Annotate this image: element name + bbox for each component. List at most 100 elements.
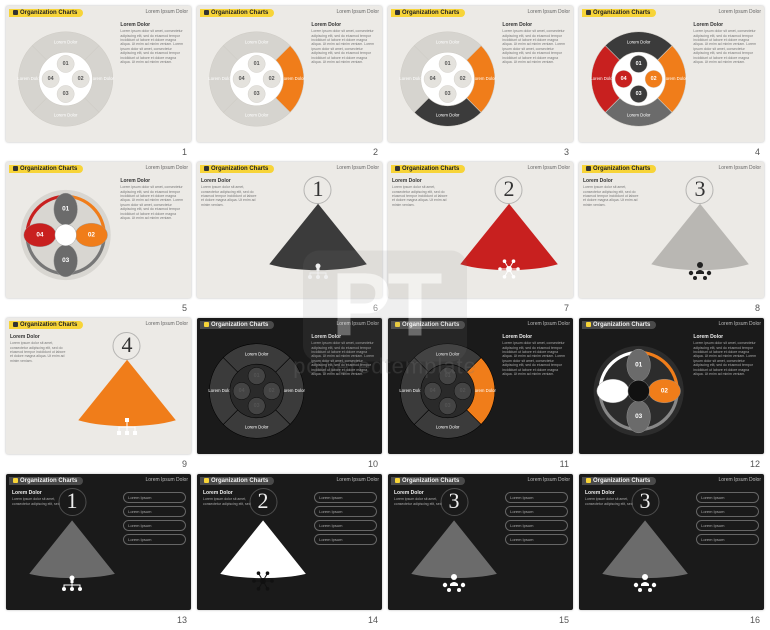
svg-text:03: 03 (62, 257, 70, 264)
text-column: Lorem DolorLorem ipsum dolor sit amet, c… (201, 178, 257, 294)
wedge-diagram: 3 (583, 488, 690, 604)
svg-text:02: 02 (651, 76, 657, 82)
svg-text:Lorem Dolor: Lorem Dolor (245, 352, 269, 357)
svg-text:Lorem Dolor: Lorem Dolor (627, 40, 651, 45)
pill-item: Lorem Ipsum (505, 520, 568, 531)
wedge-diagram: 1 (10, 488, 117, 604)
title-badge: Organization Charts (200, 477, 274, 485)
network-icon (250, 568, 276, 596)
svg-text:Lorem Dolor: Lorem Dolor (627, 113, 651, 118)
badge-text: Organization Charts (211, 322, 268, 328)
network-icon (496, 256, 522, 284)
pill-item: Lorem Ipsum (123, 492, 186, 503)
svg-text:01: 01 (445, 61, 451, 67)
text-column: Lorem DolorLorem ipsum dolor sit amet, c… (120, 22, 187, 138)
ring-diagram: Lorem DolorLorem DolorLorem DolorLorem D… (12, 20, 119, 138)
text-column: Lorem DolorLorem ipsum dolor sit amet, c… (583, 178, 639, 294)
title-badge: Organization Charts (9, 477, 83, 485)
svg-text:01: 01 (62, 206, 70, 213)
svg-text:Lorem Dolor: Lorem Dolor (436, 425, 460, 430)
badge-text: Organization Charts (402, 478, 459, 484)
svg-text:04: 04 (239, 76, 245, 82)
title-badge: Organization Charts (200, 9, 274, 17)
slide-number: 1 (182, 147, 187, 157)
badge-text: Organization Charts (593, 10, 650, 16)
svg-text:01: 01 (445, 373, 451, 379)
text-column: Lorem DolorLorem ipsum dolor sit amet, c… (120, 178, 187, 294)
badge-text: Organization Charts (593, 166, 650, 172)
title-badge: Organization Charts (9, 165, 83, 173)
svg-text:04: 04 (36, 232, 44, 239)
slide-thumbnail[interactable]: Organization ChartsLorem Ipsum DolorLore… (197, 474, 382, 610)
text-column: Lorem DolorLorem ipsum dolor sit amet, c… (311, 334, 378, 450)
pill-item: Lorem Ipsum (696, 520, 759, 531)
svg-text:02: 02 (661, 388, 669, 395)
svg-text:Lorem Dolor: Lorem Dolor (54, 40, 78, 45)
svg-text:Lorem Dolor: Lorem Dolor (54, 113, 78, 118)
text-column: Lorem DolorLorem ipsum dolor sit amet, c… (392, 178, 448, 294)
svg-text:01: 01 (254, 373, 260, 379)
pill-item: Lorem Ipsum (505, 506, 568, 517)
svg-text:Lorem Dolor: Lorem Dolor (245, 113, 269, 118)
title-badge: Organization Charts (9, 321, 83, 329)
svg-text:01: 01 (63, 61, 69, 67)
slide-number: 7 (564, 303, 569, 313)
slide-thumbnail[interactable]: Organization ChartsLorem Ipsum DolorLore… (388, 318, 573, 454)
svg-text:01: 01 (636, 61, 642, 67)
slide-number: 14 (368, 615, 378, 625)
slide-number: 9 (182, 459, 187, 469)
slide-thumbnail[interactable]: Organization Charts Lorem Ipsum Dolor Lore… (6, 474, 191, 610)
badge-text: Organization Charts (20, 322, 77, 328)
slide-thumbnail[interactable]: Organization Charts Lorem Ipsum Dolor Lore… (388, 6, 573, 142)
title-badge: Organization Charts (582, 321, 656, 329)
svg-text:Lorem Dolor: Lorem Dolor (281, 388, 305, 393)
svg-text:03: 03 (254, 403, 260, 409)
svg-text:02: 02 (269, 388, 275, 394)
svg-text:Lorem Dolor: Lorem Dolor (590, 76, 614, 81)
wedge-diagram: 3 (392, 488, 499, 604)
wedge-diagram: 2 (201, 488, 308, 604)
corner-title: Lorem Ipsum Dolor (527, 9, 570, 15)
text-column: Lorem DolorLorem ipsum dolor sit amet, c… (693, 22, 760, 138)
slide-thumbnail[interactable]: Organization ChartsLorem Ipsum Dolor 01 … (579, 318, 764, 454)
slide-thumbnail[interactable]: Organization Charts Lorem Ipsum Dolor 01 … (6, 162, 191, 298)
svg-text:Lorem Dolor: Lorem Dolor (472, 76, 496, 81)
team-icon (630, 572, 660, 596)
ring-diagram: Lorem DolorLorem DolorLorem DolorLorem D… (203, 20, 310, 138)
corner-title: Lorem Ipsum Dolor (145, 477, 188, 483)
badge-text: Organization Charts (402, 322, 459, 328)
badge-text: Organization Charts (402, 166, 459, 172)
svg-text:03: 03 (445, 91, 451, 97)
badge-text: Organization Charts (20, 10, 77, 16)
slide-thumbnail[interactable]: Organization ChartsLorem Ipsum DolorLore… (6, 318, 191, 454)
pill-item: Lorem Ipsum (314, 506, 377, 517)
slide-thumbnail[interactable]: Organization ChartsLorem Ipsum DolorLore… (579, 162, 764, 298)
slide-thumbnail[interactable]: Organization ChartsLorem Ipsum DolorLore… (388, 474, 573, 610)
slide-thumbnail[interactable]: Organization ChartsLorem Ipsum DolorLore… (579, 474, 764, 610)
slide-thumbnail[interactable]: Organization ChartsLorem Ipsum DolorLore… (6, 6, 191, 142)
pill-item: Lorem Ipsum (505, 534, 568, 545)
svg-text:Lorem Dolor: Lorem Dolor (208, 76, 232, 81)
svg-text:04: 04 (430, 76, 436, 82)
svg-text:Lorem Dolor: Lorem Dolor (208, 388, 232, 393)
corner-title: Lorem Ipsum Dolor (145, 165, 188, 171)
slide-thumbnail[interactable]: Organization ChartsLorem Ipsum DolorLore… (197, 6, 382, 142)
cross-diagram: 01 02 03 04 (12, 176, 119, 294)
slide-thumbnail[interactable]: Organization ChartsLorem Ipsum DolorLore… (197, 318, 382, 454)
slide-number: 2 (373, 147, 378, 157)
tree-icon (113, 416, 141, 440)
svg-text:Lorem Dolor: Lorem Dolor (245, 40, 269, 45)
slide-number: 11 (560, 459, 569, 469)
slide-thumbnail[interactable]: Organization ChartsLorem Ipsum DolorLore… (388, 162, 573, 298)
slide-number: 12 (750, 459, 760, 469)
pill-item: Lorem Ipsum (314, 534, 377, 545)
svg-text:03: 03 (63, 91, 69, 97)
badge-text: Organization Charts (211, 166, 268, 172)
pill-item: Lorem Ipsum (123, 520, 186, 531)
title-badge: Organization Charts (391, 9, 465, 17)
slide-thumbnail[interactable]: Organization ChartsLorem Ipsum DolorLore… (579, 6, 764, 142)
slide-number: 15 (559, 615, 569, 625)
slide-number: 8 (755, 303, 760, 313)
slide-thumbnail[interactable]: Organization ChartsLorem Ipsum DolorLore… (197, 162, 382, 298)
svg-text:Lorem Dolor: Lorem Dolor (436, 352, 460, 357)
